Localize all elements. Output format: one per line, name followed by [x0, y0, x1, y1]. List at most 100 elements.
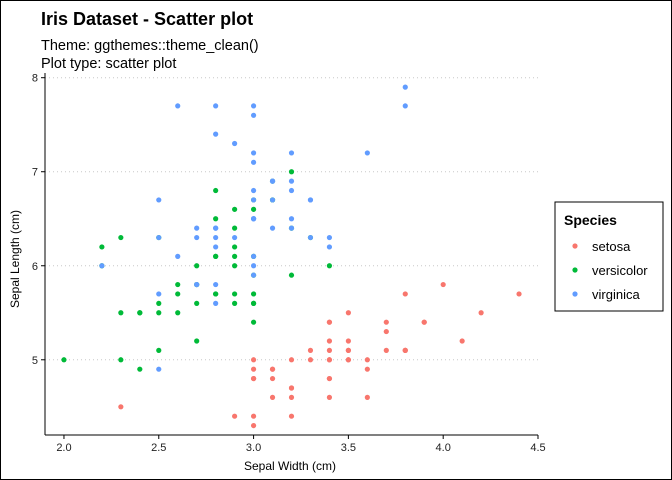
point-setosa: [269, 366, 276, 372]
legend-key-setosa: [572, 243, 578, 249]
point-virginica: [250, 112, 257, 118]
point-virginica: [307, 197, 314, 203]
point-virginica: [288, 150, 295, 156]
x-tick-label: 3.5: [341, 442, 356, 454]
point-virginica: [232, 140, 238, 147]
point-virginica: [307, 234, 314, 241]
point-setosa: [402, 291, 408, 297]
point-virginica: [232, 234, 238, 241]
point-virginica: [213, 244, 219, 250]
y-tick-label: 7: [32, 167, 38, 179]
point-versicolor: [326, 263, 333, 269]
point-virginica: [402, 103, 408, 109]
point-virginica: [213, 103, 219, 109]
point-setosa: [288, 394, 295, 400]
point-versicolor: [137, 366, 143, 372]
point-versicolor: [175, 310, 181, 316]
chart-title: Iris Dataset - Scatter plot: [41, 9, 253, 29]
point-versicolor: [175, 291, 181, 297]
point-setosa: [383, 347, 389, 353]
point-setosa: [326, 319, 333, 325]
point-setosa: [250, 422, 257, 429]
point-setosa: [250, 413, 257, 419]
point-versicolor: [137, 310, 143, 316]
point-versicolor: [250, 291, 257, 297]
point-versicolor: [213, 291, 219, 297]
point-setosa: [364, 394, 370, 400]
point-virginica: [269, 178, 276, 184]
point-versicolor: [156, 300, 162, 306]
point-versicolor: [213, 187, 219, 194]
point-versicolor: [213, 216, 219, 222]
point-versicolor: [156, 310, 162, 316]
chart-subtitle-line-2: Plot type: scatter plot: [41, 56, 176, 72]
point-versicolor: [175, 281, 181, 288]
point-versicolor: [61, 357, 67, 363]
point-versicolor: [213, 253, 219, 259]
point-virginica: [194, 234, 200, 241]
point-virginica: [288, 225, 295, 231]
point-setosa: [288, 357, 295, 363]
point-setosa: [345, 310, 351, 316]
point-setosa: [345, 347, 351, 353]
point-setosa: [364, 357, 370, 363]
point-versicolor: [118, 357, 124, 363]
point-setosa: [288, 385, 295, 391]
point-virginica: [364, 150, 370, 156]
point-versicolor: [232, 253, 238, 259]
x-axis-title: Sepal Width (cm): [244, 459, 336, 473]
point-setosa: [383, 328, 389, 335]
point-virginica: [269, 197, 276, 203]
legend-key-versicolor: [572, 267, 578, 273]
point-virginica: [250, 216, 257, 222]
legend-title: Species: [564, 212, 617, 228]
point-versicolor: [99, 244, 105, 250]
point-versicolor: [232, 300, 238, 306]
point-virginica: [250, 159, 257, 165]
point-setosa: [459, 338, 465, 344]
point-setosa: [383, 319, 389, 325]
point-virginica: [250, 272, 257, 278]
point-setosa: [326, 347, 333, 353]
point-versicolor: [118, 234, 124, 241]
point-setosa: [345, 357, 351, 363]
x-tick-label: 2.0: [56, 442, 71, 454]
point-virginica: [402, 84, 408, 90]
point-setosa: [440, 281, 446, 288]
point-virginica: [156, 197, 162, 203]
point-versicolor: [250, 300, 257, 306]
point-virginica: [213, 234, 219, 241]
point-setosa: [345, 338, 351, 344]
point-versicolor: [232, 291, 238, 297]
point-versicolor: [250, 206, 257, 212]
point-versicolor: [288, 272, 295, 278]
point-setosa: [402, 347, 408, 353]
point-virginica: [156, 234, 162, 241]
point-setosa: [516, 291, 522, 297]
x-tick-label: 2.5: [151, 442, 166, 454]
point-virginica: [250, 263, 257, 269]
point-virginica: [326, 234, 333, 241]
point-virginica: [213, 225, 219, 231]
y-tick-label: 6: [32, 261, 38, 273]
legend: Species setosa versicolor virginica: [554, 201, 664, 312]
point-setosa: [250, 366, 257, 372]
point-versicolor: [194, 300, 200, 306]
point-setosa: [364, 366, 370, 372]
x-tick-label: 4.0: [436, 442, 451, 454]
point-virginica: [250, 150, 257, 156]
point-virginica: [194, 225, 200, 231]
point-versicolor: [118, 310, 124, 316]
point-setosa: [326, 375, 333, 382]
chart-subtitle-line-1: Theme: ggthemes::theme_clean(): [41, 38, 259, 54]
y-tick-label: 5: [32, 355, 38, 367]
point-virginica: [326, 244, 333, 250]
point-virginica: [213, 300, 219, 306]
point-versicolor: [232, 244, 238, 250]
point-virginica: [213, 131, 219, 137]
point-versicolor: [232, 225, 238, 231]
point-setosa: [118, 404, 124, 410]
legend-label-virginica: virginica: [592, 287, 640, 302]
point-virginica: [213, 281, 219, 288]
